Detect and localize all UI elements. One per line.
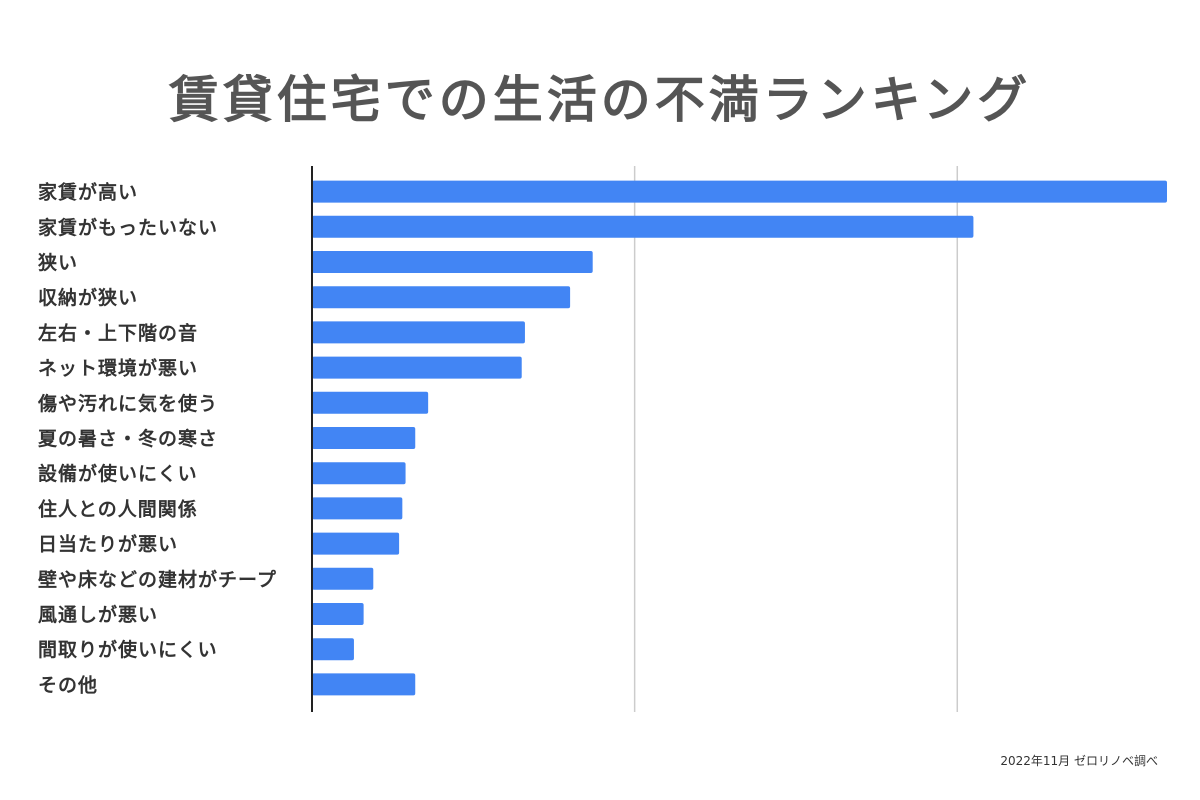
category-label: 狭い bbox=[37, 251, 78, 274]
category-label: 設備が使いにくい bbox=[38, 462, 198, 485]
bar-12 bbox=[312, 567, 374, 590]
bar-4 bbox=[312, 286, 571, 309]
category-label: 収納が狭い bbox=[38, 286, 138, 309]
bar-8 bbox=[312, 427, 416, 449]
category-label: その他 bbox=[38, 673, 98, 696]
bar-15 bbox=[312, 673, 416, 696]
chart-title: 賃貸住宅での生活の不満ランキング bbox=[168, 71, 1032, 129]
bar-3 bbox=[312, 251, 593, 273]
bars bbox=[312, 180, 1167, 696]
bar-5 bbox=[312, 321, 525, 344]
category-label: 家賃が高い bbox=[38, 181, 138, 204]
bar-14 bbox=[312, 638, 354, 661]
category-label: 家賃がもったいない bbox=[38, 216, 218, 239]
category-label: 間取りが使いにくい bbox=[38, 638, 218, 661]
category-labels: 家賃が高い家賃がもったいない狭い収納が狭い左右・上下階の音ネット環境が悪い傷や汚… bbox=[37, 181, 277, 697]
bar-2 bbox=[312, 215, 974, 238]
bar-11 bbox=[312, 532, 400, 555]
bar-7 bbox=[312, 391, 429, 414]
category-label: 傷や汚れに気を使う bbox=[37, 392, 218, 415]
category-label: 壁や床などの建材がチープ bbox=[38, 568, 277, 591]
category-label: 夏の暑さ・冬の寒さ bbox=[38, 427, 218, 450]
bar-6 bbox=[312, 356, 522, 379]
category-label: 左右・上下階の音 bbox=[38, 321, 198, 344]
category-label: 日当たりが悪い bbox=[38, 533, 178, 556]
bar-9 bbox=[312, 462, 406, 485]
category-label: 住人との人間関係 bbox=[38, 497, 198, 520]
bar-10 bbox=[312, 497, 403, 520]
source-note: 2022年11月 ゼロリノベ調べ bbox=[1000, 754, 1158, 768]
grid-lines bbox=[633, 166, 959, 712]
bar-1 bbox=[312, 180, 1167, 203]
bar-13 bbox=[312, 603, 364, 625]
category-label: 風通しが悪い bbox=[38, 603, 158, 626]
category-label: ネット環境が悪い bbox=[38, 357, 198, 380]
